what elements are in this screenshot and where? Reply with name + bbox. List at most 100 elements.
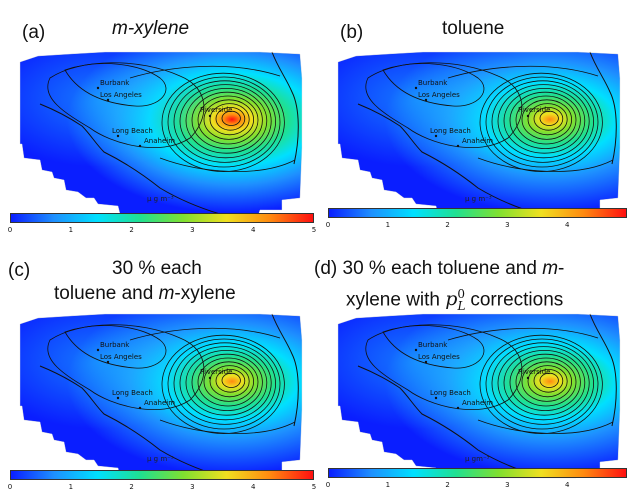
city-label: Los Angeles: [100, 353, 142, 361]
colorbar: [10, 213, 314, 223]
city-marker: [106, 98, 110, 102]
panel-b: (b) toluene Burbank Los Angeles Riverside L…: [314, 0, 627, 250]
city-label: Burbank: [418, 341, 448, 349]
map-mix-d: Burbank Los Angeles Riverside Long Beach Ana…: [337, 313, 621, 479]
city-marker: [116, 396, 120, 400]
panel-d-title-line2: xylene with pL0 corrections: [346, 283, 563, 317]
city-marker: [208, 376, 212, 380]
colorbar-tick-label: 2: [129, 226, 134, 234]
colorbar-tick-label: 0: [325, 221, 331, 229]
colorbar-tick-label: 4: [250, 226, 256, 234]
title-text: toluene and: [54, 283, 159, 304]
panel-c-title-line1: 30 % each: [112, 258, 202, 279]
colorbar-tick-label: 4: [564, 481, 570, 489]
concentration-field: [338, 52, 620, 216]
panel-a: (a) m-xylene Burbank Los Angeles Riverside…: [0, 0, 317, 250]
city-label: Anaheim: [144, 137, 175, 145]
city-marker: [96, 348, 100, 352]
city-marker: [138, 406, 142, 410]
colorbar-tick-label: 0: [325, 481, 331, 489]
colorbar: [328, 468, 627, 478]
city-label: Los Angeles: [100, 91, 142, 99]
contour-lines: [365, 324, 614, 435]
colorbar-tick-label: 5: [311, 483, 317, 491]
colorbar-tick-label: 1: [385, 221, 391, 229]
city-marker: [208, 114, 212, 118]
city-label: Riverside: [518, 106, 550, 114]
panel-a-title: m-xylene: [112, 18, 189, 40]
city-label: Burbank: [418, 79, 448, 87]
city-marker: [456, 406, 460, 410]
city-marker: [424, 360, 428, 364]
p-L-0-symbol: pL0: [445, 287, 466, 314]
city-label: Burbank: [100, 341, 130, 349]
city-marker: [526, 376, 530, 380]
city-label: Long Beach: [112, 127, 153, 135]
map-toluene: Burbank Los Angeles Riverside Long Beach Ana…: [337, 51, 621, 217]
contour-lines: [47, 324, 296, 435]
city-label: Los Angeles: [418, 91, 460, 99]
city-marker: [424, 98, 428, 102]
unit-label: μ g m⁻³: [147, 455, 174, 463]
map-mix-c: Burbank Los Angeles Riverside Long Beach Ana…: [19, 313, 303, 479]
title-italic: m: [542, 258, 559, 279]
panel-a-species: m-xylene: [112, 18, 190, 39]
colorbar-tick-label: 1: [385, 481, 391, 489]
city-label: Long Beach: [112, 389, 153, 397]
panel-b-label: (b): [340, 22, 364, 43]
colorbar-tick-label: 2: [445, 221, 450, 229]
colorbar-tick-label: 0: [7, 483, 13, 491]
city-label: Los Angeles: [418, 353, 460, 361]
colorbar-tick-label: 4: [564, 221, 570, 229]
colorbar-tick-label: 3: [505, 221, 510, 229]
city-label: Riverside: [518, 368, 550, 376]
colorbar: [10, 470, 314, 480]
city-label: Anaheim: [144, 399, 175, 407]
city-marker: [116, 134, 120, 138]
colorbar-tick-label: 1: [68, 226, 74, 234]
map-m-xylene: Burbank Los Angeles Riverside Long Beach Ana…: [19, 51, 303, 217]
panel-d-title-line1: (d) 30 % each toluene and m-: [314, 258, 564, 280]
title-text: xylene with: [346, 289, 446, 311]
title-text: corrections: [465, 289, 564, 311]
panel-b-title: toluene: [442, 18, 505, 39]
colorbar-tick-label: 4: [250, 483, 256, 491]
city-marker: [456, 144, 460, 148]
colorbar-tick-label: 2: [445, 481, 450, 489]
contour-lines: [47, 62, 296, 173]
unit-label: μ g m⁻³: [147, 195, 174, 203]
city-marker: [106, 360, 110, 364]
city-marker: [414, 86, 418, 90]
panel-d-label: (d): [314, 258, 338, 279]
concentration-field: [20, 52, 302, 216]
city-label: Anaheim: [462, 399, 493, 407]
colorbar-tick-label: 5: [311, 226, 317, 234]
panel-c-label: (c): [8, 260, 31, 281]
contour-lines: [365, 62, 614, 173]
title-italic: m: [158, 283, 175, 304]
title-text: 30 % each toluene and: [342, 258, 543, 279]
colorbar-tick-label: 3: [190, 226, 195, 234]
colorbar-tick-label: 3: [190, 483, 195, 491]
title-text: -xylene: [174, 283, 236, 304]
unit-label: μ gm⁻³: [465, 455, 490, 463]
city-label: Riverside: [200, 368, 232, 376]
city-label: Riverside: [200, 106, 232, 114]
colorbar-tick-label: 0: [7, 226, 13, 234]
colorbar-tick-label: 1: [68, 483, 74, 491]
city-marker: [526, 114, 530, 118]
city-label: Long Beach: [430, 389, 471, 397]
city-marker: [434, 396, 438, 400]
title-text: -: [558, 258, 565, 279]
city-label: Burbank: [100, 79, 130, 87]
city-marker: [138, 144, 142, 148]
colorbar-tick-label: 3: [505, 481, 510, 489]
city-label: Long Beach: [430, 127, 471, 135]
panel-c: (c) 30 % each toluene and m-xylene Burba…: [0, 250, 317, 500]
panel-c-title-line2: toluene and m-xylene: [54, 283, 236, 305]
panel-a-label: (a): [22, 22, 46, 43]
colorbar-tick-label: 2: [129, 483, 134, 491]
unit-label: μ g m⁻³: [465, 195, 492, 203]
city-marker: [434, 134, 438, 138]
city-marker: [96, 86, 100, 90]
